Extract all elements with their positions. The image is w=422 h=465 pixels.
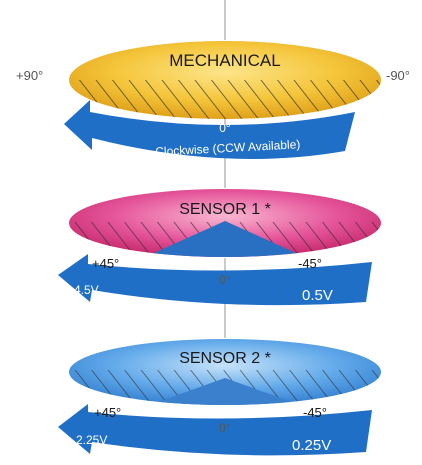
sensor2-title: SENSOR 2 * — [179, 350, 271, 367]
mechanical-right-angle: -90° — [386, 68, 410, 83]
mechanical-left-angle: +90° — [16, 68, 43, 83]
sensor1-arrow — [58, 254, 372, 306]
mechanical-title: MECHANICAL — [169, 51, 280, 70]
sensor2-range-wedge — [150, 378, 300, 405]
sensor2-center-angle: 0° — [219, 421, 231, 435]
sensor1-center-angle: 0° — [219, 273, 231, 287]
sensor2-section: SENSOR 2 * +45° 0° -45° 2.25V 0.25V — [58, 339, 381, 456]
sensor2-left-voltage: 2.25V — [76, 433, 107, 447]
sensor2-arrow — [58, 404, 372, 456]
sensor1-right-voltage: 0.5V — [302, 287, 333, 304]
sensor1-section: SENSOR 1 * +45° 0° -45° 4.5V 0.5V — [58, 189, 381, 306]
sensor1-left-angle: +45° — [92, 256, 119, 271]
sensor2-right-voltage: 0.25V — [292, 437, 331, 454]
mechanical-arrow — [64, 100, 355, 160]
sensor2-right-angle: -45° — [303, 405, 327, 420]
sensor1-range-wedge — [145, 221, 305, 257]
mechanical-section: MECHANICAL +90° -90° 0° Clockwise (CCW A… — [16, 41, 410, 160]
sensor1-title: SENSOR 1 * — [179, 201, 271, 218]
mechanical-center-angle: 0° — [219, 121, 231, 135]
sensor2-left-angle: +45° — [94, 405, 121, 420]
sensor1-left-voltage: 4.5V — [74, 283, 99, 297]
sensor1-right-angle: -45° — [298, 256, 322, 271]
